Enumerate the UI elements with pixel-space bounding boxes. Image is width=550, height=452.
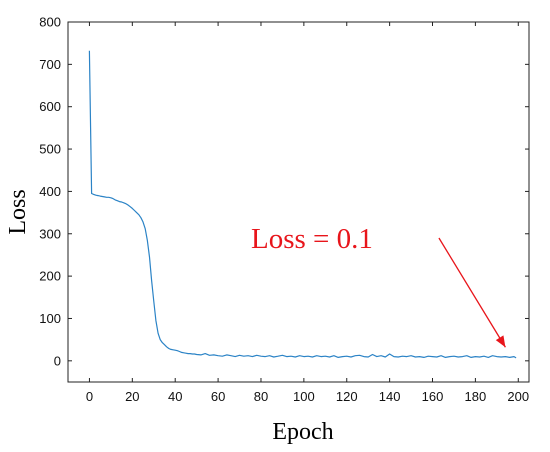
x-tick-label: 180: [465, 389, 487, 404]
x-tick-label: 160: [422, 389, 444, 404]
x-tick-label: 60: [211, 389, 225, 404]
x-tick-label: 120: [336, 389, 358, 404]
x-tick-label: 200: [507, 389, 529, 404]
y-tick-label: 200: [39, 269, 61, 284]
x-tick-label: 20: [125, 389, 139, 404]
y-axis-label: Loss: [5, 189, 31, 234]
y-tick-label: 700: [39, 57, 61, 72]
y-tick-label: 300: [39, 226, 61, 241]
x-tick-label: 100: [293, 389, 315, 404]
plot-area: 0 100 200 300 400 500 600 700 800 0 20 40 60 80 100 120…: [39, 15, 530, 404]
x-tick-label: 80: [254, 389, 268, 404]
loss-annotation-text: Loss = 0.1: [251, 223, 373, 255]
y-tick-label: 600: [39, 99, 61, 114]
x-axis-label: Epoch: [272, 419, 333, 445]
x-tick-label: 40: [168, 389, 182, 404]
y-tick-label: 800: [39, 15, 61, 30]
y-tick-label: 100: [39, 311, 61, 326]
y-tick-label: 500: [39, 142, 61, 157]
x-tick-label: 0: [86, 389, 93, 404]
x-tick-label: 140: [379, 389, 401, 404]
annotation-arrow-line: [438, 237, 506, 348]
y-tick-label: 400: [39, 184, 61, 199]
annotation-arrowhead: [495, 335, 506, 348]
y-tick-label: 0: [54, 353, 61, 368]
loss-series-line: [88, 50, 517, 359]
plot-frame: [67, 21, 530, 383]
